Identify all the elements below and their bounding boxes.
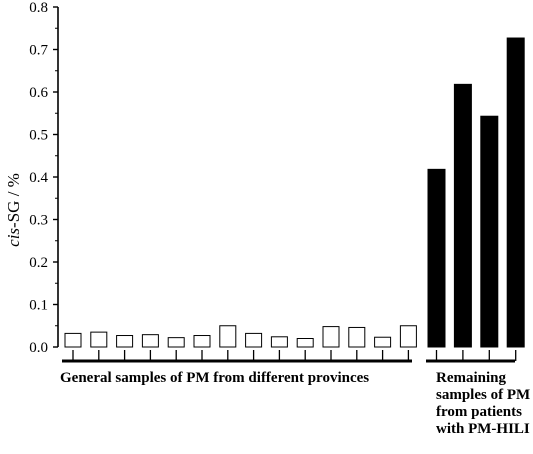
y-tick-label: 0.7 xyxy=(29,43,48,59)
bar-pm-hili-sample xyxy=(453,83,472,348)
bar-general-sample xyxy=(296,338,314,348)
y-tick-label: 0.2 xyxy=(29,255,48,271)
bar-general-sample xyxy=(348,326,366,348)
y-tick-label: 0.3 xyxy=(29,213,48,229)
bar-general-sample xyxy=(167,337,185,348)
y-axis-label: cis-SG / % xyxy=(4,150,24,270)
y-tick-label: 0.1 xyxy=(29,298,48,314)
bar-general-sample xyxy=(193,335,211,348)
y-axis-label-italic: cis xyxy=(4,227,23,247)
bar-pm-hili-sample xyxy=(480,115,499,348)
y-tick-label: 0.6 xyxy=(29,85,48,101)
y-axis: 0.0 0.1 0.2 0.3 0.4 0.5 0.6 0.7 0.8 xyxy=(29,0,59,356)
bar-general-sample xyxy=(270,336,288,348)
group-label-pm-hili: Remaining samples of PM from patients wi… xyxy=(436,370,531,437)
bar-general-sample xyxy=(219,325,237,348)
bar-pm-hili-sample xyxy=(506,37,525,348)
bar-pm-hili-sample xyxy=(427,168,446,348)
bar-general-sample xyxy=(141,334,159,348)
y-axis-label-rest: -SG / % xyxy=(4,173,23,228)
bar-general-sample xyxy=(245,332,263,348)
group-label-general: General samples of PM from different pro… xyxy=(60,370,370,386)
y-tick-label: 0.4 xyxy=(29,170,48,186)
bars xyxy=(64,37,525,348)
y-tick-label: 0.5 xyxy=(29,128,48,144)
bar-general-sample xyxy=(399,325,417,348)
group-brackets xyxy=(62,350,517,363)
bar-general-sample xyxy=(322,326,340,348)
bar-general-sample xyxy=(90,331,108,348)
bar-general-sample xyxy=(116,335,134,348)
y-tick-label: 0.8 xyxy=(29,0,48,16)
y-tick-label: 0.0 xyxy=(29,340,48,356)
bar-general-sample xyxy=(374,336,392,348)
bar-general-sample xyxy=(64,332,82,348)
